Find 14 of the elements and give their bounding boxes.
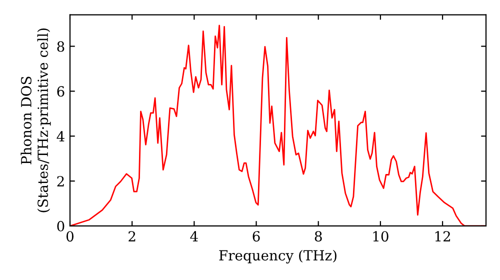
y-axis-title: Phonon DOS (States/THz·primitive cell)	[20, 28, 51, 212]
y-tick-label: 4	[56, 131, 64, 142]
x-tick-label: 0	[66, 231, 74, 242]
x-tick-label: 4	[190, 231, 198, 242]
x-tick-label: 12	[435, 231, 450, 242]
x-tick-label: 8	[314, 231, 322, 242]
y-tick-label: 6	[57, 86, 64, 97]
x-tick-label: 6	[252, 231, 260, 242]
y-tick-label: 2	[57, 176, 64, 186]
x-axis-title: Frequency (THz)	[219, 250, 336, 264]
x-tick-label: 10	[373, 231, 388, 242]
x-tick-label: 2	[128, 231, 136, 242]
y-tick-label: 0	[57, 220, 64, 232]
y-tick-label: 8	[57, 41, 64, 52]
